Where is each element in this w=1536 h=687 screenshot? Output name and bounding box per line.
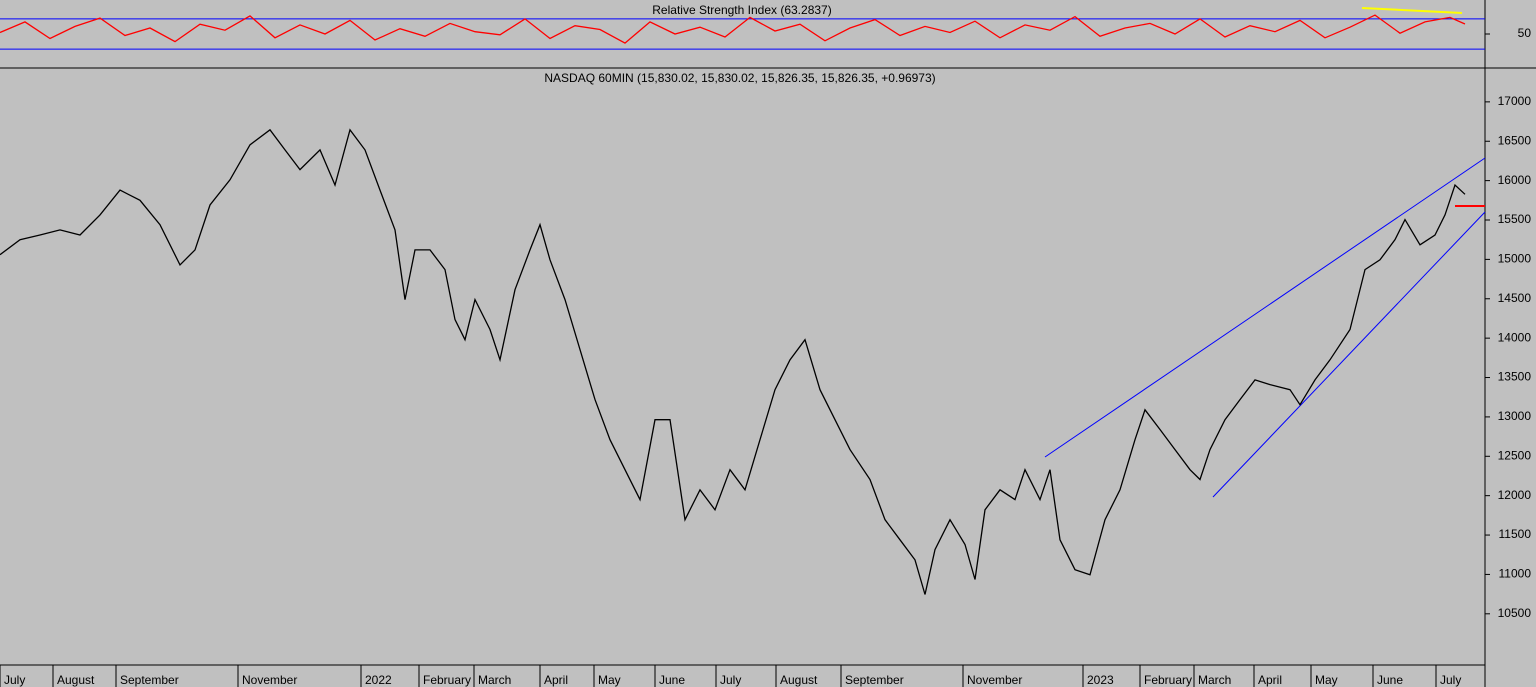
- x-tick-label: 2023: [1087, 673, 1114, 687]
- x-tick-label: 2022: [365, 673, 392, 687]
- series-line: [0, 128, 1466, 595]
- rsi-title: Relative Strength Index (63.2837): [652, 3, 831, 17]
- x-tick-label: May: [598, 673, 621, 687]
- y-tick-label: 13500: [1498, 370, 1532, 384]
- x-tick-label: September: [120, 673, 179, 687]
- price-title: NASDAQ 60MIN (15,830.02, 15,830.02, 15,8…: [544, 71, 935, 85]
- trendline: [1212, 211, 1486, 498]
- series-line: [0, 14, 1466, 44]
- x-tick-label: November: [967, 673, 1022, 687]
- y-tick-label: 12500: [1498, 448, 1532, 462]
- x-tick-label: May: [1315, 673, 1338, 687]
- x-tick-label: February: [1144, 673, 1192, 687]
- x-tick-label: November: [242, 673, 297, 687]
- x-tick-label: July: [1440, 673, 1461, 687]
- trendline: [1044, 157, 1486, 458]
- y-tick-label: 50: [1518, 26, 1532, 40]
- x-tick-label: August: [57, 673, 95, 687]
- x-tick-label: June: [659, 673, 685, 687]
- y-tick-label: 11500: [1499, 527, 1532, 541]
- y-tick-label: 15000: [1498, 252, 1532, 266]
- x-tick-label: April: [1258, 673, 1282, 687]
- y-tick-label: 17000: [1498, 94, 1532, 108]
- y-tick-label: 10500: [1498, 606, 1532, 620]
- x-tick-label: February: [423, 673, 471, 687]
- x-tick-label: June: [1377, 673, 1403, 687]
- rsi-trendline: [1361, 7, 1463, 14]
- y-tick-label: 11000: [1499, 567, 1532, 581]
- x-tick-label: July: [720, 673, 741, 687]
- y-tick-label: 12000: [1498, 488, 1532, 502]
- y-tick-label: 16500: [1498, 133, 1532, 147]
- y-tick-label: 13000: [1498, 409, 1532, 423]
- y-tick-label: 14500: [1498, 291, 1532, 305]
- x-tick-label: September: [845, 673, 904, 687]
- y-tick-label: 15500: [1498, 212, 1532, 226]
- y-tick-label: 16000: [1498, 173, 1532, 187]
- x-tick-label: April: [544, 673, 568, 687]
- y-tick-label: 14000: [1498, 330, 1532, 344]
- x-tick-label: August: [780, 673, 818, 687]
- x-tick-label: July: [4, 673, 25, 687]
- x-tick-label: March: [478, 673, 511, 687]
- x-tick-label: March: [1198, 673, 1231, 687]
